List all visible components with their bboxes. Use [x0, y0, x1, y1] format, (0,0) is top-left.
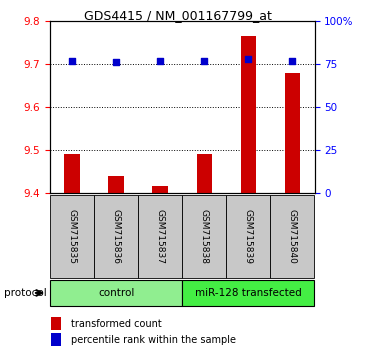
Bar — [108, 176, 124, 193]
Text: GSM715835: GSM715835 — [67, 209, 77, 264]
Bar — [240, 36, 256, 193]
Bar — [50, 195, 94, 278]
Text: miR-128 transfected: miR-128 transfected — [195, 288, 302, 298]
Bar — [182, 280, 314, 306]
Text: GDS4415 / NM_001167799_at: GDS4415 / NM_001167799_at — [84, 9, 272, 22]
Bar — [196, 154, 212, 193]
Point — [245, 56, 251, 62]
Bar — [226, 195, 270, 278]
Bar — [270, 195, 314, 278]
Bar — [94, 195, 138, 278]
Point — [157, 58, 163, 64]
Text: GSM715840: GSM715840 — [288, 209, 297, 264]
Text: GSM715836: GSM715836 — [112, 209, 121, 264]
Point — [113, 59, 119, 65]
Bar — [182, 195, 226, 278]
Text: GSM715838: GSM715838 — [200, 209, 209, 264]
Bar — [152, 187, 168, 193]
Text: transformed count: transformed count — [71, 319, 162, 329]
Text: protocol: protocol — [4, 288, 47, 298]
Point — [201, 58, 207, 64]
Point — [289, 58, 295, 64]
Bar — [64, 154, 80, 193]
Text: control: control — [98, 288, 134, 298]
Text: GSM715839: GSM715839 — [244, 209, 253, 264]
Bar — [285, 73, 300, 193]
Bar — [138, 195, 182, 278]
Point — [69, 58, 75, 64]
Text: GSM715837: GSM715837 — [156, 209, 165, 264]
Bar — [51, 333, 61, 346]
Bar — [50, 280, 182, 306]
Text: percentile rank within the sample: percentile rank within the sample — [71, 335, 236, 344]
Bar — [51, 318, 61, 330]
